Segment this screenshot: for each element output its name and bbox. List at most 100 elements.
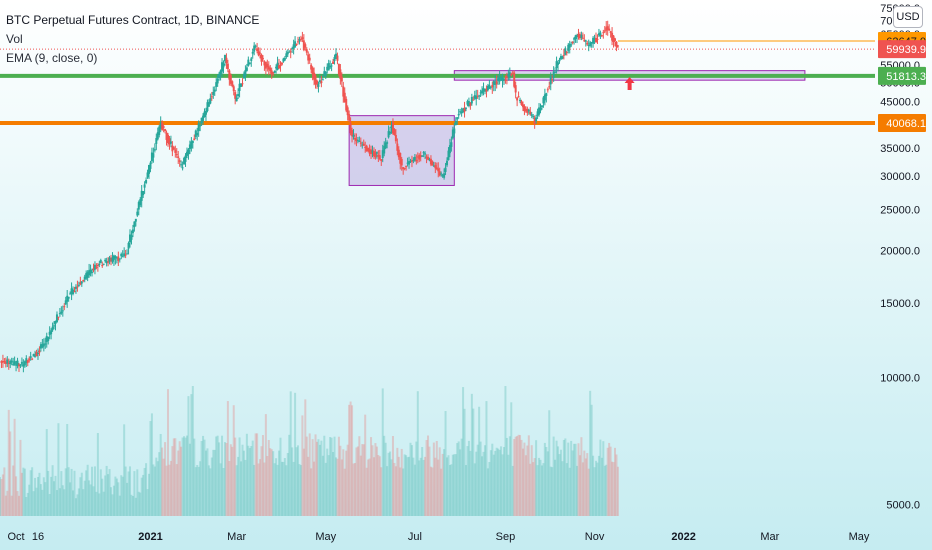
- volume-bar: [606, 447, 609, 516]
- candle-body: [69, 293, 72, 295]
- currency-button[interactable]: USD: [893, 6, 923, 28]
- candle-body: [505, 75, 508, 79]
- candle-body: [89, 269, 92, 274]
- candle-body: [86, 272, 89, 278]
- candle-body: [60, 311, 63, 314]
- candle-body: [42, 343, 45, 347]
- volume-bar: [488, 461, 491, 516]
- candle-body: [564, 48, 567, 55]
- volume-bar: [257, 463, 260, 516]
- candle-body: [535, 117, 538, 122]
- candle-body: [317, 84, 320, 87]
- volume-bar: [329, 436, 332, 516]
- candle-body: [245, 67, 248, 71]
- candle-body: [527, 109, 530, 112]
- candle-body: [158, 126, 161, 135]
- volume-bar: [35, 487, 38, 516]
- candle-body: [25, 358, 28, 364]
- candle-body: [171, 145, 174, 152]
- candle-body: [77, 284, 80, 286]
- volume-bar: [58, 488, 61, 516]
- volume-bar: [431, 467, 434, 516]
- volume-bar: [104, 475, 107, 516]
- candle-body: [223, 54, 226, 62]
- volume-bar: [19, 439, 22, 516]
- volume-bar: [42, 477, 45, 516]
- candle-body: [340, 76, 343, 82]
- candle-body: [70, 288, 73, 295]
- candle-body: [283, 57, 286, 61]
- volume-bar: [394, 466, 397, 516]
- candle-body: [286, 52, 289, 55]
- candle-body: [225, 57, 228, 64]
- volume-bar: [259, 459, 262, 516]
- volume-bar: [93, 466, 96, 516]
- volume-bar: [121, 476, 124, 516]
- candle-body: [516, 97, 519, 101]
- volume-bar: [332, 452, 335, 516]
- volume-bar: [39, 484, 42, 516]
- volume-bar: [297, 445, 300, 516]
- candle-body: [247, 59, 250, 66]
- volume-bar: [134, 497, 137, 516]
- price-tick-label: 45000.0: [880, 97, 920, 109]
- candle-body: [429, 158, 432, 165]
- volume-bar: [351, 405, 354, 516]
- candle-body: [228, 70, 231, 80]
- candle-body: [36, 353, 39, 355]
- candle-body: [32, 354, 35, 357]
- candle-body: [177, 156, 180, 158]
- candle-body: [219, 70, 222, 75]
- candle-body: [371, 150, 374, 153]
- candle-body: [345, 98, 348, 111]
- candle-body: [520, 101, 523, 105]
- candle-body: [0, 361, 3, 363]
- time-axis: Oct 16 2021 Mar May Jul Sep Nov 2022 Mar May: [8, 531, 870, 543]
- volume-bar: [406, 457, 409, 516]
- volume-bar: [12, 465, 15, 516]
- volume-bar: [447, 455, 450, 516]
- candle-body: [31, 358, 34, 360]
- volume-bar: [244, 459, 247, 516]
- volume-bar: [358, 436, 361, 516]
- volume-bar: [457, 441, 460, 516]
- candle-body: [50, 330, 53, 335]
- volume-bar: [609, 446, 612, 516]
- volume-bar: [317, 439, 320, 516]
- candle-body: [424, 153, 427, 155]
- volume-bar: [282, 461, 285, 516]
- candle-body: [12, 363, 15, 365]
- candle-body: [415, 159, 418, 162]
- candle-body: [302, 40, 305, 51]
- volume-bar: [53, 481, 56, 516]
- volume-bar: [124, 466, 127, 516]
- candle-body: [393, 129, 396, 135]
- candle-body: [311, 67, 314, 75]
- volume-bar: [384, 442, 387, 516]
- candle-body: [453, 128, 456, 134]
- candle-body: [394, 134, 397, 142]
- candle-body: [209, 98, 212, 104]
- volume-bar: [432, 442, 435, 516]
- candle-body: [229, 74, 232, 84]
- symbol-title[interactable]: BTC Perpetual Futures Contract, 1D, BINA…: [6, 13, 260, 27]
- candle-body: [510, 74, 513, 76]
- volume-bar: [212, 449, 215, 516]
- candle-body: [131, 229, 134, 234]
- candle-body: [513, 72, 516, 87]
- ema-indicator-label[interactable]: EMA (9, close, 0): [6, 51, 98, 65]
- volume-bar: [168, 464, 171, 516]
- volume-bar: [190, 394, 193, 516]
- volume-indicator-label[interactable]: Vol: [6, 32, 23, 46]
- candle-body: [472, 99, 475, 101]
- volume-bar: [44, 482, 47, 516]
- candle-body: [450, 142, 453, 147]
- volume-bar: [183, 436, 186, 516]
- candle-body: [611, 32, 614, 41]
- candle-body: [596, 38, 599, 40]
- volume-bar: [251, 440, 254, 516]
- volume-bar: [89, 484, 92, 516]
- candle-body: [523, 106, 526, 112]
- volume-bar: [26, 492, 29, 516]
